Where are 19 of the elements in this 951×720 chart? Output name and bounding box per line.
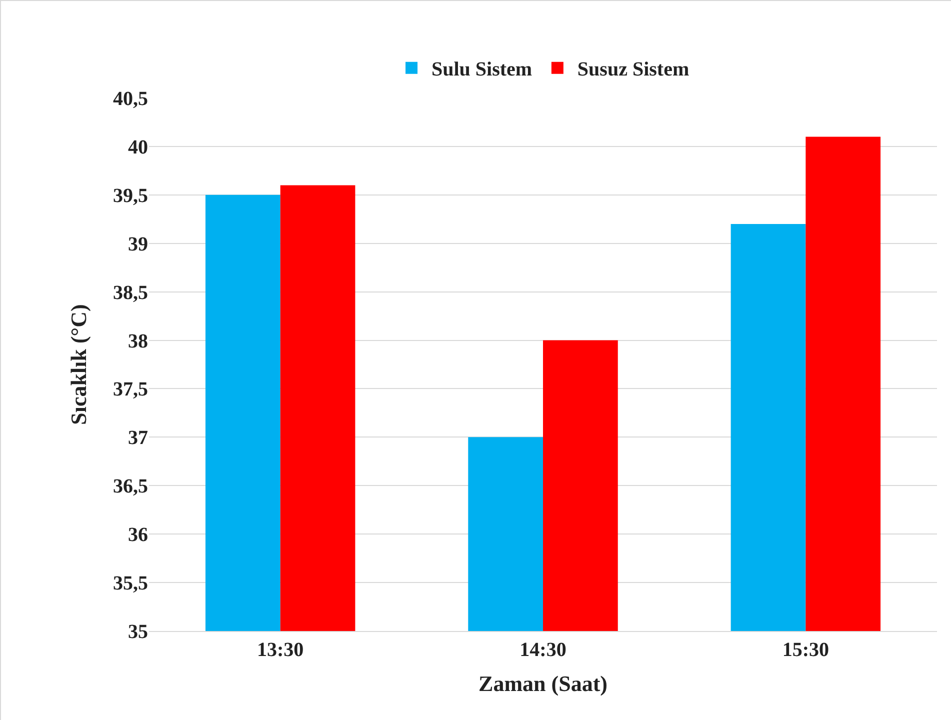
y-tick-label: 40	[128, 136, 148, 158]
x-tick-label: 13:30	[256, 639, 304, 661]
y-tick-label: 39	[128, 233, 148, 256]
x-tick-label: 14:30	[520, 639, 566, 661]
y-tick-label: 37	[128, 427, 148, 450]
y-tick-label: 36,5	[113, 476, 148, 498]
y-tick-label: 37,5	[113, 378, 148, 401]
y-tick-label: 38,5	[113, 282, 148, 304]
y-tick-label: 39,5	[113, 184, 148, 207]
legend-label: Susuz Sistem	[577, 58, 690, 81]
y-tick-label: 40,5	[113, 88, 148, 110]
x-axis-title: Zaman (Saat)	[478, 670, 608, 696]
y-tick-label: 38	[128, 330, 148, 352]
x-tick-label: 15:30	[782, 639, 830, 661]
legend-label: Sulu Sistem	[432, 58, 532, 81]
y-tick-label: 35,5	[113, 572, 148, 595]
y-tick-label: 35	[128, 621, 148, 643]
y-tick-label: 36	[128, 524, 148, 546]
y-axis-title: Sıcaklık (°C)	[66, 304, 91, 425]
